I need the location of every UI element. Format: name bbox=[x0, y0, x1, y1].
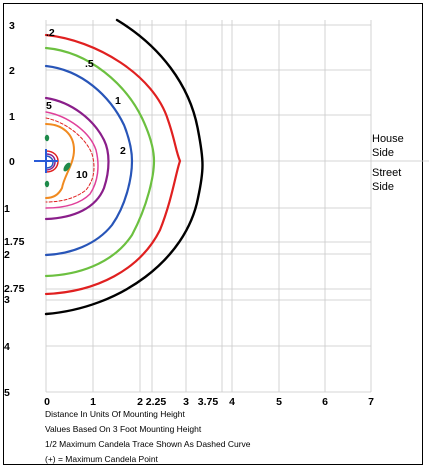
x-label: 3.75 bbox=[198, 396, 219, 408]
contour-10 bbox=[45, 123, 75, 199]
note-half-max: 1/2 Maximum Candela Trace Shown As Dashe… bbox=[45, 439, 251, 449]
note-mounting: Values Based On 3 Foot Mounting Height bbox=[45, 424, 202, 434]
y-label-lower: 5 bbox=[4, 387, 10, 399]
x-label: 0 bbox=[44, 396, 50, 408]
contour-value-labels: .2 .5 1 2 5 10 bbox=[46, 27, 126, 181]
street-side-line1: Street bbox=[372, 167, 401, 179]
x-label: 6 bbox=[322, 396, 328, 408]
green-mark-bottom bbox=[44, 180, 50, 188]
contour-label: 10 bbox=[76, 169, 88, 181]
street-side-line2: Side bbox=[372, 181, 394, 193]
green-mark-top bbox=[44, 134, 50, 142]
contour-inner-pink bbox=[45, 111, 99, 209]
contour-label: .5 bbox=[85, 58, 94, 70]
x-label: 4 bbox=[229, 396, 235, 408]
y-label-lower: 2 bbox=[4, 249, 10, 261]
contour-label: 1 bbox=[115, 95, 121, 107]
x-label: 2 bbox=[137, 396, 143, 408]
y-label-lower: 1 bbox=[4, 203, 10, 215]
contour-label: 5 bbox=[46, 100, 52, 112]
chart-frame bbox=[3, 3, 423, 465]
contour-label: 2 bbox=[120, 145, 126, 157]
y-label-lower: 4 bbox=[4, 341, 10, 353]
y-axis-upper-labels: 3 2 1 0 bbox=[9, 20, 15, 168]
contour-2 bbox=[44, 64, 134, 257]
x-label: 5 bbox=[276, 396, 282, 408]
x-axis-labels: 0 1 2 2.25 3 3.75 4 5 6 7 bbox=[44, 396, 374, 408]
contour-half-max-dashed bbox=[45, 117, 95, 203]
green-marks bbox=[44, 134, 71, 188]
x-label: 1 bbox=[90, 396, 96, 408]
note-distance: Distance In Units Of Mounting Height bbox=[45, 409, 185, 419]
x-label: 3 bbox=[183, 396, 189, 408]
x-label: 2.25 bbox=[146, 396, 167, 408]
x-label: 7 bbox=[368, 396, 374, 408]
house-side-line1: House bbox=[372, 133, 404, 145]
y-label-lower: 1.75 bbox=[4, 236, 25, 248]
contour-5 bbox=[44, 96, 110, 221]
y-label-lower: 2.75 bbox=[4, 283, 25, 295]
contour-1 bbox=[44, 46, 156, 278]
contour-0-5 bbox=[44, 33, 182, 296]
grid bbox=[45, 20, 372, 393]
green-mark-right bbox=[63, 162, 71, 172]
max-candela-marker-icon bbox=[34, 149, 58, 173]
y-label-upper: 2 bbox=[9, 65, 15, 77]
y-label-upper: 0 bbox=[9, 156, 15, 168]
note-max-point: (+) = Maximum Candela Point bbox=[45, 454, 158, 464]
house-side-line2: Side bbox=[372, 147, 394, 159]
contour-label: .2 bbox=[46, 27, 55, 39]
y-label-upper: 3 bbox=[9, 20, 15, 32]
y-label-lower: 3 bbox=[4, 294, 10, 306]
y-label-upper: 1 bbox=[9, 111, 15, 123]
y-axis-lower-labels: 1 1.752 2.753 4 5 bbox=[4, 203, 25, 399]
contour-0-2 bbox=[44, 18, 204, 316]
